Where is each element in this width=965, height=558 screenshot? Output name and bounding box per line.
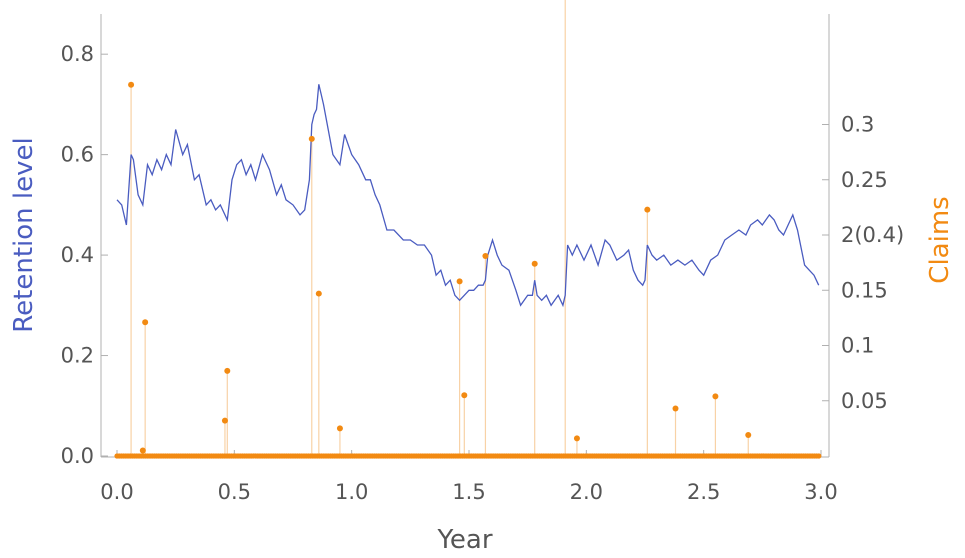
claim-point [644, 206, 651, 213]
x-tick-label: 1.5 [452, 480, 485, 504]
claim-points [128, 81, 752, 454]
left-tick-label: 0.8 [61, 42, 94, 66]
x-axis-ticks: 0.0 0.5 1.0 1.5 2.0 2.5 3.0 [100, 450, 838, 504]
claim-point [308, 135, 315, 142]
right-tick-label: 2(0.4) [841, 223, 904, 247]
right-y-axis-ticks: 0.05 0.1 0.15 2(0.4) 0.25 0.3 [822, 113, 904, 413]
claim-point [531, 260, 538, 267]
right-tick-label: 0.3 [841, 113, 874, 137]
x-tick-label: 2.5 [687, 480, 720, 504]
claim-point [672, 405, 679, 412]
left-axis-title: Retention level [9, 137, 39, 332]
x-tick-label: 0.0 [100, 480, 133, 504]
claim-point [224, 367, 231, 374]
left-tick-label: 0.4 [61, 243, 94, 267]
left-y-axis-ticks: 0.0 0.2 0.4 0.6 0.8 [61, 42, 108, 468]
x-tick-label: 0.5 [218, 480, 251, 504]
claim-point [139, 447, 146, 454]
x-tick-label: 3.0 [804, 480, 837, 504]
claim-point [128, 81, 135, 88]
right-tick-label: 0.25 [841, 168, 888, 192]
claim-point [482, 252, 489, 259]
claim-zero-marker [816, 453, 822, 459]
claim-point [336, 425, 343, 432]
claim-stems [130, 0, 749, 456]
left-tick-label: 0.0 [61, 444, 94, 468]
right-tick-label: 0.15 [841, 278, 888, 302]
claim-point [456, 278, 463, 285]
claim-point [315, 290, 322, 297]
claim-point [745, 432, 752, 439]
right-tick-label: 0.05 [841, 389, 888, 413]
left-tick-label: 0.6 [61, 143, 94, 167]
claim-point [142, 319, 149, 326]
claim-point [221, 417, 228, 424]
claim-point [712, 393, 719, 400]
left-tick-label: 0.2 [61, 344, 94, 368]
right-axis-title: Claims [925, 196, 955, 283]
retention-series-line [116, 84, 820, 308]
plot-frame [100, 14, 830, 458]
claim-point [461, 392, 468, 399]
right-tick-label: 0.1 [841, 334, 874, 358]
x-tick-label: 1.0 [335, 480, 368, 504]
claim-baseline-markers [114, 453, 822, 459]
x-tick-label: 2.0 [570, 480, 603, 504]
x-axis-title: Year [436, 525, 492, 555]
claim-point [573, 435, 580, 442]
